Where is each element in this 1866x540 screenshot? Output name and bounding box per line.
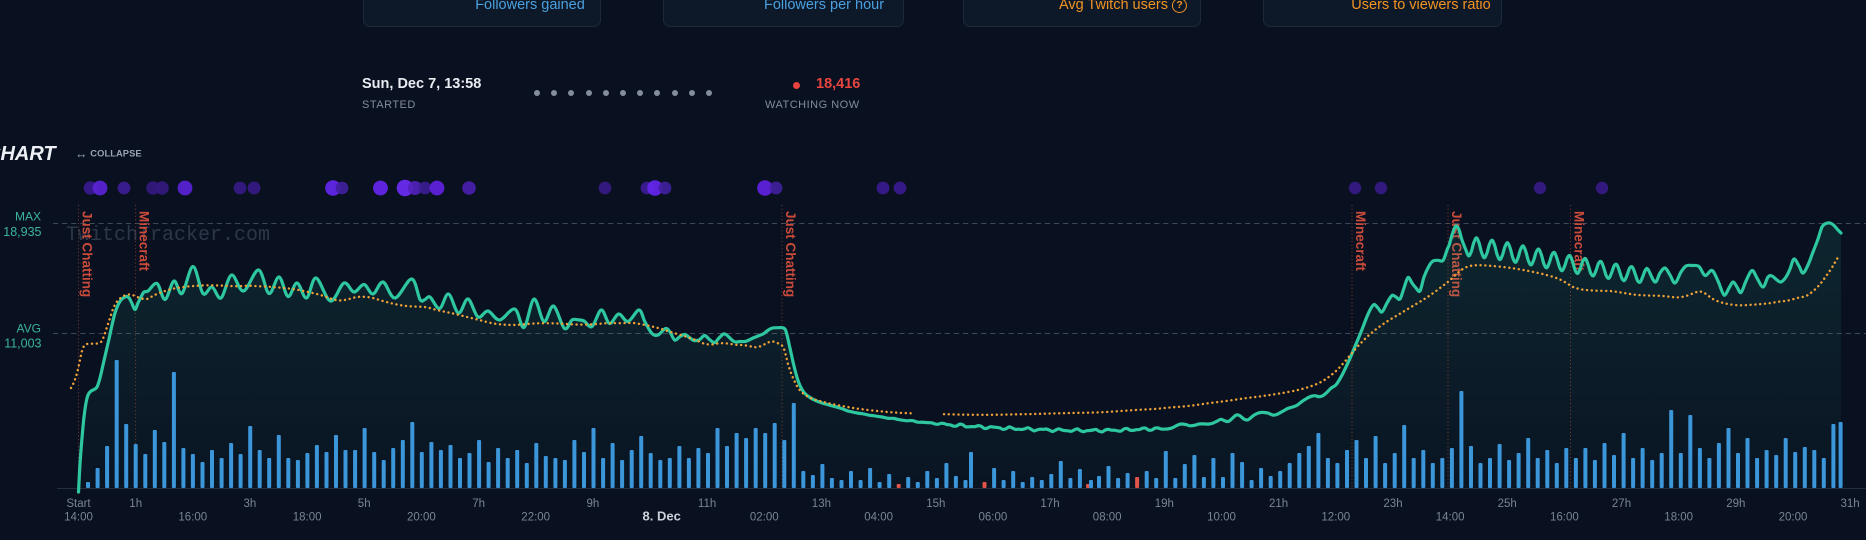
svg-text:16:00: 16:00: [1550, 512, 1579, 524]
svg-text:13h: 13h: [812, 498, 831, 510]
svg-text:29h: 29h: [1726, 498, 1745, 510]
svg-text:18:00: 18:00: [1664, 512, 1693, 524]
svg-text:Minecraft: Minecraft: [1353, 211, 1368, 272]
svg-text:23h: 23h: [1383, 498, 1402, 510]
svg-text:17h: 17h: [1040, 498, 1059, 510]
svg-text:11h: 11h: [698, 498, 716, 510]
svg-text:18:00: 18:00: [293, 512, 322, 524]
svg-text:14:00: 14:00: [64, 512, 93, 524]
svg-text:12:00: 12:00: [1321, 512, 1350, 524]
svg-text:15h: 15h: [926, 498, 945, 510]
svg-text:08:00: 08:00: [1093, 512, 1122, 524]
svg-text:1h: 1h: [129, 498, 142, 510]
svg-text:02:00: 02:00: [750, 512, 779, 524]
svg-text:Minecraft: Minecraft: [1572, 211, 1587, 272]
svg-text:04:00: 04:00: [864, 512, 893, 524]
svg-text:Minecraft: Minecraft: [137, 211, 152, 272]
svg-text:11,003: 11,003: [4, 337, 41, 351]
svg-text:20:00: 20:00: [407, 512, 436, 524]
svg-text:27h: 27h: [1612, 498, 1631, 510]
svg-text:Just Chatting: Just Chatting: [80, 211, 95, 297]
svg-text:AVG: AVG: [17, 322, 41, 336]
svg-text:10:00: 10:00: [1207, 512, 1236, 524]
svg-text:14:00: 14:00: [1436, 512, 1465, 524]
svg-text:21h: 21h: [1269, 498, 1288, 510]
svg-text:22:00: 22:00: [521, 512, 550, 524]
svg-text:31h: 31h: [1841, 498, 1860, 510]
svg-text:Just Chatting: Just Chatting: [783, 211, 798, 297]
svg-text:5h: 5h: [358, 498, 371, 510]
svg-text:19h: 19h: [1155, 498, 1174, 510]
svg-text:MAX: MAX: [15, 210, 41, 224]
svg-text:3h: 3h: [244, 498, 257, 510]
svg-text:25h: 25h: [1498, 498, 1517, 510]
svg-text:18,935: 18,935: [3, 225, 41, 239]
svg-text:06:00: 06:00: [979, 512, 1008, 524]
svg-text:Start: Start: [66, 498, 91, 510]
svg-text:8. Dec: 8. Dec: [643, 509, 681, 524]
svg-text:TwitchTracker.com: TwitchTracker.com: [66, 224, 270, 247]
svg-text:7h: 7h: [472, 498, 485, 510]
svg-text:9h: 9h: [587, 498, 600, 510]
svg-text:20:00: 20:00: [1779, 512, 1808, 524]
svg-text:16:00: 16:00: [178, 512, 207, 524]
